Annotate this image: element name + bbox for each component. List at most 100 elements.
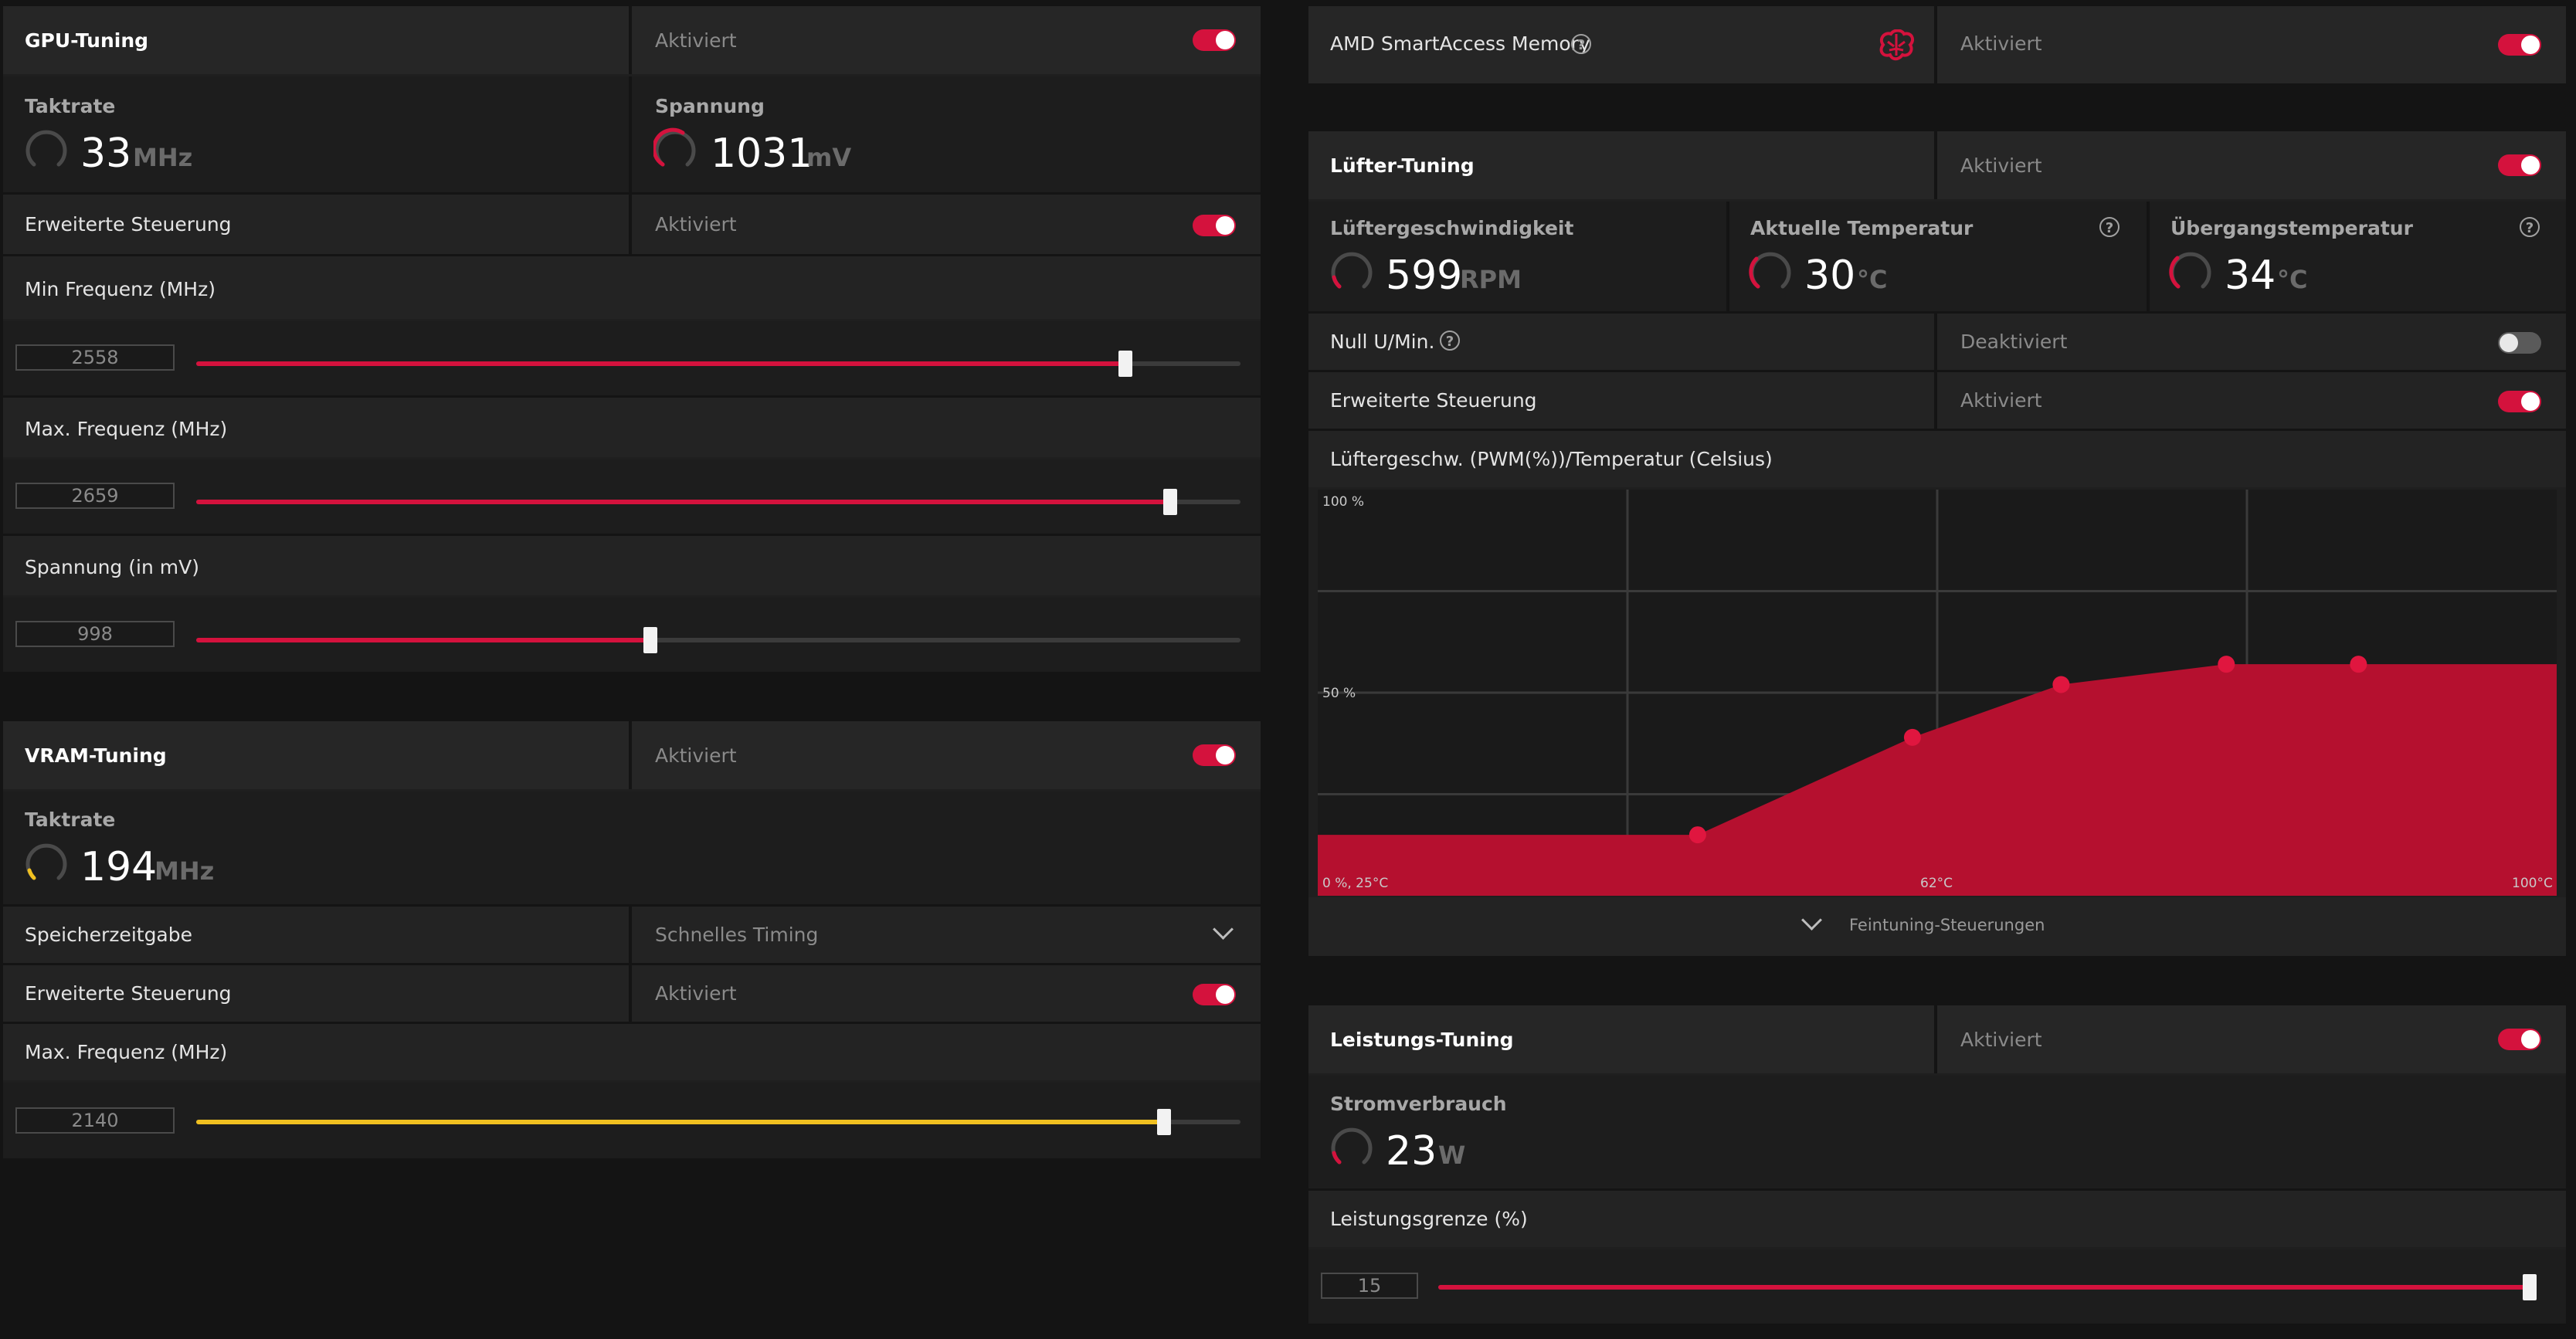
fan-temp-value: 30	[1804, 253, 1856, 299]
fan-advanced-control-toggle[interactable]	[2498, 391, 2541, 412]
gpu-tuning-header: GPU-Tuning Aktiviert	[3, 6, 1261, 74]
fan-fine-tuning-label[interactable]: Feintuning-Steuerungen	[1849, 916, 2045, 934]
gpu-max-freq-row: Max. Frequenz (MHz)	[3, 395, 1261, 457]
vram-timing-select[interactable]: Schnelles Timing	[655, 924, 819, 946]
gpu-voltage-thumb[interactable]	[643, 627, 658, 653]
gpu-voltage-row: Spannung (in mV)	[3, 534, 1261, 595]
gpu-voltage-slider-row: 998	[3, 598, 1261, 672]
gpu-max-freq-input[interactable]: 2659	[15, 483, 175, 509]
fan-zero-rpm-label: Null U/Min.	[1330, 331, 1435, 353]
power-metrics: Stromverbrauch 23 W	[1308, 1076, 2566, 1188]
gpu-voltage-gauge-icon	[653, 127, 696, 167]
gpu-advanced-control-status: Aktiviert	[655, 213, 737, 236]
vram-clock-gauge-icon	[25, 843, 67, 880]
fan-zero-rpm-status: Deaktiviert	[1960, 331, 2068, 353]
power-limit-slider[interactable]	[1438, 1274, 2537, 1300]
fan-junction-unit: °C	[2277, 265, 2308, 294]
fan-zero-rpm-row: Null U/Min. ? Deaktiviert	[1308, 311, 2566, 370]
power-tuning-toggle[interactable]	[2498, 1029, 2541, 1050]
fan-junction-label: Übergangstemperatur	[2170, 217, 2413, 239]
chevron-down-icon[interactable]	[1213, 919, 1234, 940]
power-limit-thumb[interactable]	[2523, 1274, 2537, 1300]
fan-speed-unit: RPM	[1460, 265, 1522, 294]
help-icon[interactable]: ?	[2520, 217, 2540, 237]
chart-x-end-label: 100°C	[2512, 876, 2553, 891]
fan-curve-label: Lüftergeschw. (PWM(%))/Temperatur (Celsi…	[1330, 448, 1773, 470]
vram-max-freq-row: Max. Frequenz (MHz)	[3, 1022, 1261, 1080]
gpu-min-freq-label: Min Frequenz (MHz)	[25, 278, 216, 300]
fan-curve-point[interactable]	[2052, 676, 2070, 693]
vram-max-freq-slider[interactable]	[196, 1109, 1240, 1135]
help-icon[interactable]: ?	[2099, 217, 2120, 237]
fan-curve-chart[interactable]: 100 % 50 % 0 %, 25°C 62°C 100°C	[1318, 490, 2557, 896]
vram-advanced-control-toggle[interactable]	[1193, 984, 1236, 1005]
fan-zero-rpm-toggle[interactable]	[2498, 332, 2541, 354]
vram-tuning-title: VRAM-Tuning	[25, 744, 167, 767]
vram-max-freq-label: Max. Frequenz (MHz)	[25, 1041, 228, 1063]
chevron-down-icon[interactable]	[1801, 910, 1822, 931]
chart-x-start-label: 0 %, 25°C	[1322, 876, 1389, 891]
fan-curve-point[interactable]	[1688, 826, 1706, 844]
vram-clock-label: Taktrate	[25, 808, 116, 831]
gpu-voltage-label: Spannung	[655, 95, 765, 117]
gpu-tuning-toggle[interactable]	[1193, 29, 1236, 51]
vram-max-freq-slider-row: 2140	[3, 1083, 1261, 1158]
fan-curve-point[interactable]	[1903, 728, 1921, 746]
gpu-clock-label: Taktrate	[25, 95, 116, 117]
power-tuning-header: Leistungs-Tuning Aktiviert	[1308, 1005, 2566, 1073]
vram-advanced-control-label: Erweiterte Steuerung	[25, 982, 232, 1005]
fan-metrics: Lüftergeschwindigkeit 599 RPM Aktuelle T…	[1308, 202, 2566, 311]
gpu-tuning-status: Aktiviert	[655, 29, 737, 52]
fan-fine-tuning-row[interactable]: Feintuning-Steuerungen	[1308, 897, 2566, 956]
gpu-advanced-control-toggle[interactable]	[1193, 215, 1236, 236]
fan-curve-point[interactable]	[2218, 656, 2235, 673]
gpu-advanced-control-label: Erweiterte Steuerung	[25, 213, 232, 236]
fan-speed-label: Lüftergeschwindigkeit	[1330, 217, 1574, 239]
brain-icon	[1879, 29, 1914, 61]
gpu-voltage-unit: mV	[806, 143, 852, 172]
gpu-min-freq-input[interactable]: 2558	[15, 344, 175, 371]
sam-title: AMD SmartAccess Memory	[1330, 32, 1590, 55]
gpu-max-freq-slider[interactable]	[196, 489, 1240, 515]
fan-curve-label-row: Lüftergeschw. (PWM(%))/Temperatur (Celsi…	[1308, 429, 2566, 487]
gpu-min-freq-row: Min Frequenz (MHz)	[3, 254, 1261, 319]
vram-max-freq-input[interactable]: 2140	[15, 1107, 175, 1134]
power-limit-label: Leistungsgrenze (%)	[1330, 1208, 1528, 1230]
gpu-voltage-slider[interactable]	[196, 627, 1240, 653]
power-limit-input[interactable]: 15	[1321, 1273, 1418, 1299]
vram-tuning-toggle[interactable]	[1193, 744, 1236, 766]
fan-advanced-control-status: Aktiviert	[1960, 389, 2042, 412]
fan-advanced-control-label: Erweiterte Steuerung	[1330, 389, 1537, 412]
gpu-tuning-panel: GPU-Tuning Aktiviert Taktrate 33 MHz Spa…	[3, 6, 1261, 672]
sam-status: Aktiviert	[1960, 32, 2042, 55]
fan-curve-area	[1318, 664, 2557, 896]
fan-junction-value: 34	[2225, 253, 2276, 299]
power-draw-gauge-icon	[1331, 1127, 1373, 1164]
power-tuning-status: Aktiviert	[1960, 1029, 2042, 1051]
power-draw-value: 23	[1386, 1128, 1437, 1175]
gpu-max-freq-label: Max. Frequenz (MHz)	[25, 418, 228, 440]
fan-curve-point[interactable]	[2350, 656, 2367, 673]
gpu-min-freq-slider[interactable]	[196, 351, 1240, 377]
gpu-voltage-slider-label: Spannung (in mV)	[25, 556, 199, 578]
fan-curve-svg[interactable]	[1318, 490, 2557, 896]
gpu-clock-unit: MHz	[133, 143, 193, 172]
gpu-max-freq-thumb[interactable]	[1163, 489, 1178, 515]
help-icon[interactable]: ?	[1571, 34, 1591, 54]
sam-toggle[interactable]	[2498, 34, 2541, 56]
fan-tuning-toggle[interactable]	[2498, 154, 2541, 176]
gpu-min-freq-thumb[interactable]	[1118, 351, 1133, 377]
help-icon[interactable]: ?	[1440, 331, 1460, 351]
vram-clock-value: 194	[80, 844, 158, 890]
gpu-clock-value: 33	[80, 131, 132, 177]
gpu-voltage-input[interactable]: 998	[15, 621, 175, 647]
vram-timing-label: Speicherzeitgabe	[25, 924, 193, 946]
fan-tuning-title: Lüfter-Tuning	[1330, 154, 1475, 177]
vram-metrics: Taktrate 194 MHz	[3, 792, 1261, 904]
vram-max-freq-thumb[interactable]	[1157, 1109, 1172, 1135]
power-tuning-title: Leistungs-Tuning	[1330, 1029, 1514, 1051]
gpu-metrics: Taktrate 33 MHz Spannung 1031 mV	[3, 76, 1261, 192]
fan-tuning-status: Aktiviert	[1960, 154, 2042, 177]
vram-tuning-panel: VRAM-Tuning Aktiviert Taktrate 194 MHz S…	[3, 721, 1261, 1158]
vram-clock-unit: MHz	[154, 856, 215, 886]
